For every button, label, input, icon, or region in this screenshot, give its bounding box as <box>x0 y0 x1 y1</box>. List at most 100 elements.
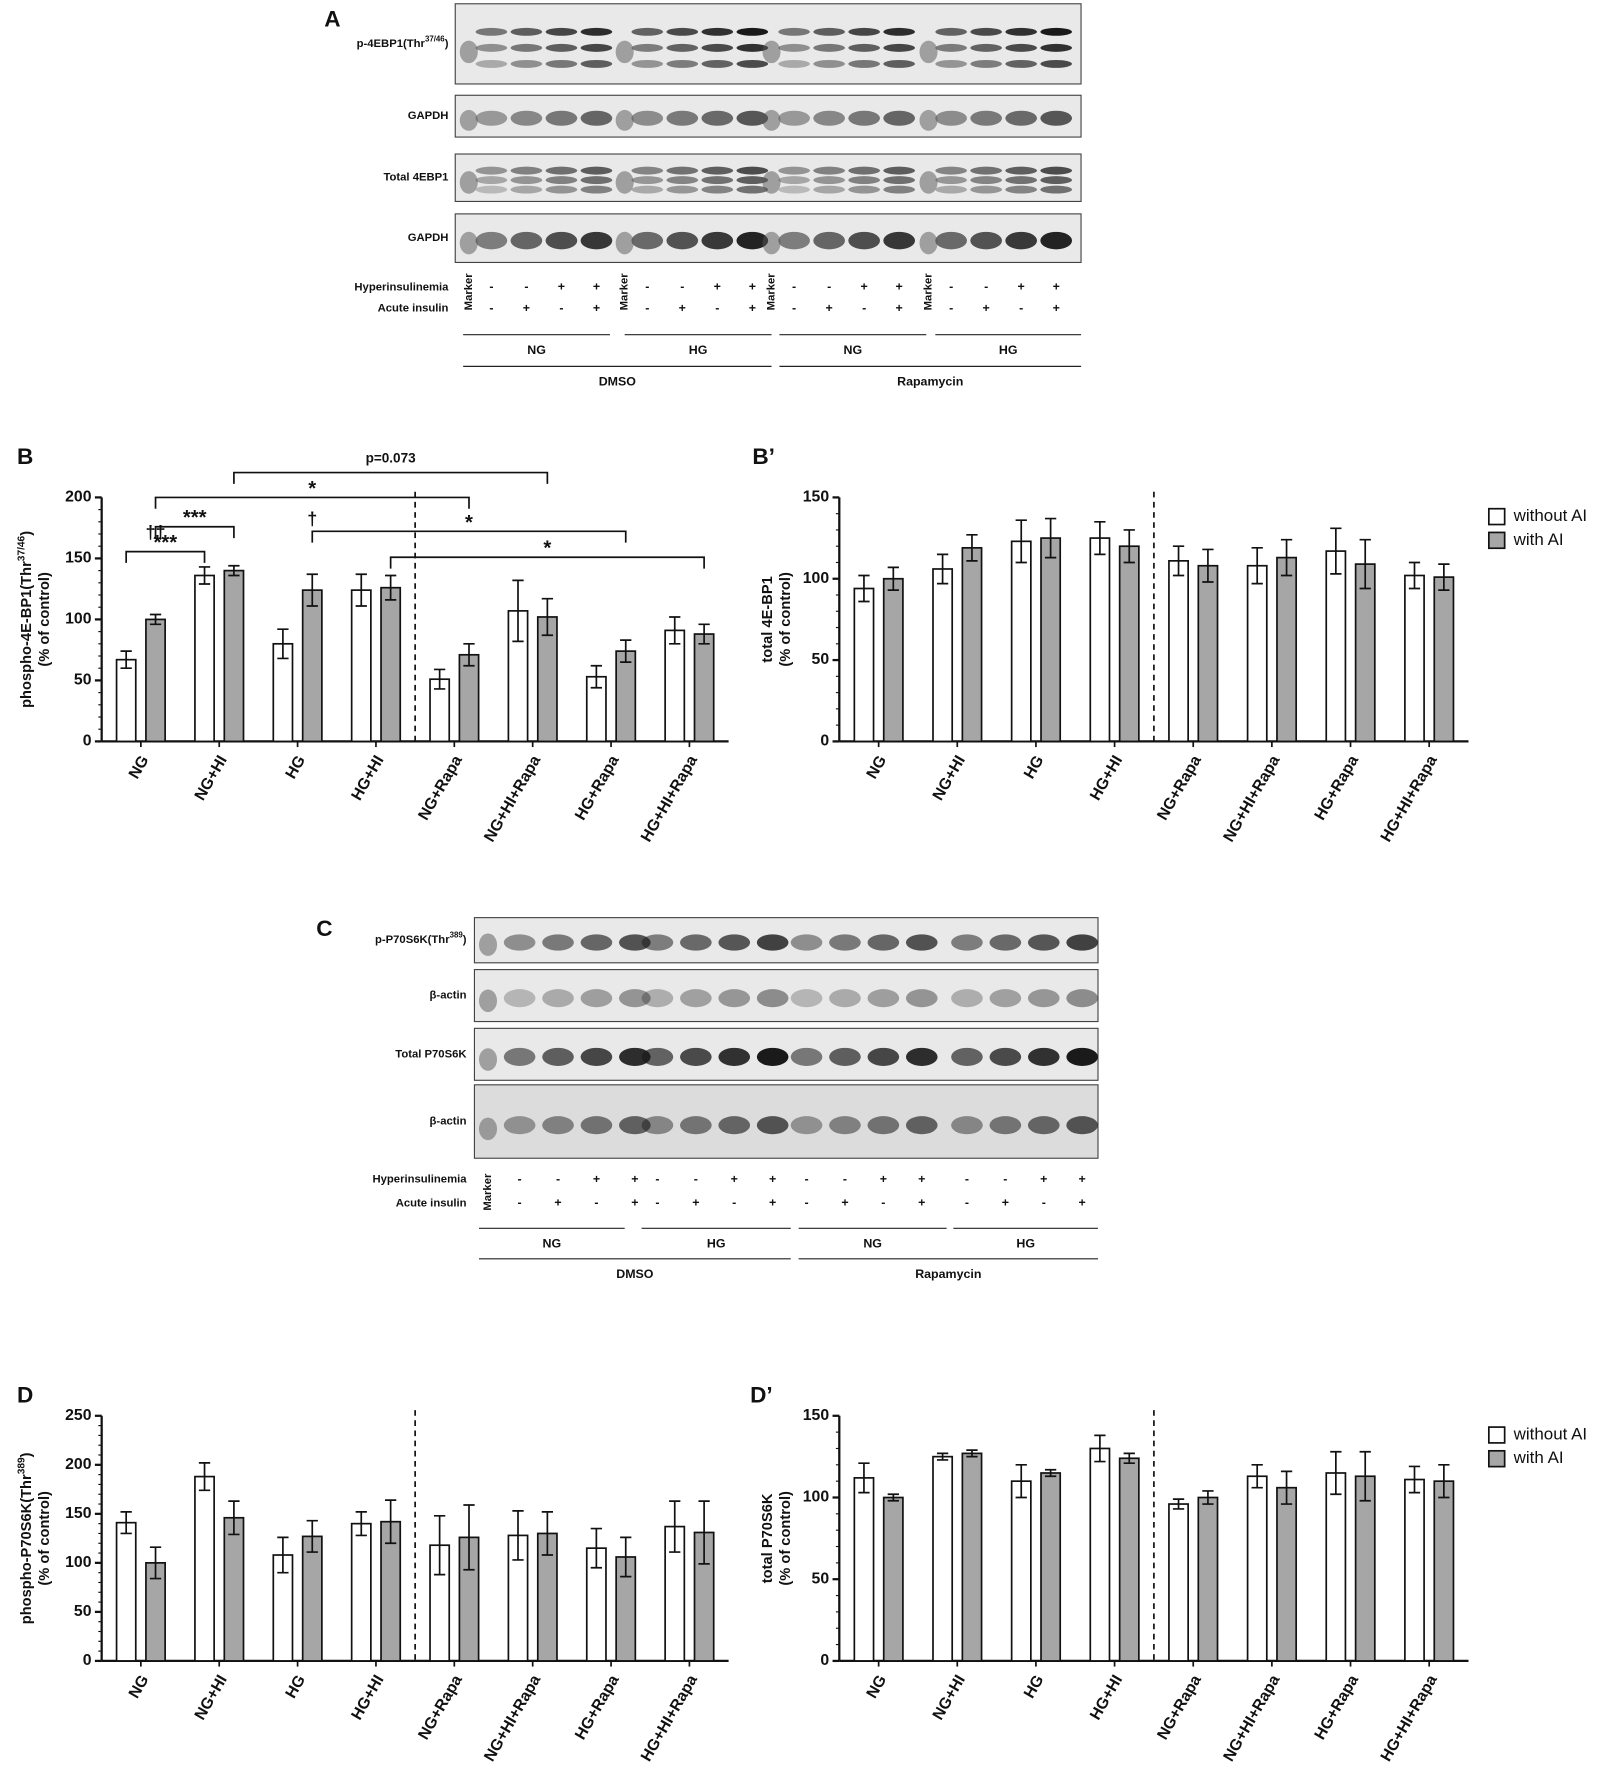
sign: + <box>679 301 686 315</box>
panel-letter: C <box>316 916 332 941</box>
error-bar <box>433 1514 446 1576</box>
y-tick-label: 50 <box>812 1570 830 1587</box>
blot-band <box>813 185 845 194</box>
bar <box>115 658 137 743</box>
blot-band <box>718 1047 751 1066</box>
significance-bracket <box>125 550 206 563</box>
error-bar <box>590 1527 603 1569</box>
error-bar <box>698 623 710 645</box>
blot-band <box>580 934 613 951</box>
blot-band <box>701 231 734 250</box>
blot-band <box>510 185 543 194</box>
blot-band <box>736 176 769 185</box>
blot-band <box>641 934 674 951</box>
blot-label-sup: 37/46 <box>425 34 445 43</box>
blot-band <box>848 176 880 185</box>
blot-band <box>813 166 845 175</box>
blot-band <box>970 231 1002 250</box>
group-label: HG <box>689 343 708 357</box>
sign: + <box>861 280 868 294</box>
blot-band <box>756 1116 789 1135</box>
sign: - <box>732 1196 736 1210</box>
blot-band <box>951 1116 983 1135</box>
blot-band <box>848 231 880 250</box>
blot-band <box>883 231 915 250</box>
y-tick-label: 250 <box>65 1407 92 1424</box>
blot-band <box>1005 59 1037 68</box>
blot-band <box>756 1047 789 1066</box>
blot-band <box>1027 989 1060 1008</box>
y-axis-label: (% of control) <box>778 1491 794 1586</box>
error-bar <box>306 1519 318 1553</box>
blot-band <box>970 43 1002 52</box>
bar <box>1089 537 1111 743</box>
y-tick-label: 200 <box>65 489 92 506</box>
condition-label: Hyperinsulinemia <box>372 1174 467 1186</box>
legend-swatch <box>1487 1449 1506 1468</box>
error-bar <box>198 1462 211 1492</box>
error-bar <box>620 639 632 663</box>
bar <box>1118 545 1140 743</box>
blot-band <box>867 989 900 1008</box>
blot-band <box>475 185 508 194</box>
blot-band <box>545 43 578 52</box>
sign: + <box>631 1172 638 1186</box>
x-tick-label: NG+Rapa <box>1154 753 1205 824</box>
sign: + <box>631 1196 638 1210</box>
blot-band <box>1040 110 1073 126</box>
blot-band <box>790 1116 823 1135</box>
bar <box>693 633 715 743</box>
blot-band <box>619 989 651 1008</box>
marker-band <box>919 40 938 64</box>
x-tick-label: NG <box>126 1672 153 1701</box>
sign: - <box>655 1196 659 1210</box>
blot-label-sup: 389 <box>450 931 464 940</box>
error-bar <box>512 579 524 643</box>
marker-label: Marker <box>923 273 935 311</box>
sign: + <box>983 301 990 315</box>
marker-band <box>762 40 781 64</box>
marker-band <box>919 231 938 255</box>
significance-label: † <box>307 509 317 529</box>
blot-band <box>935 176 967 185</box>
blot-band <box>503 989 536 1008</box>
sign: - <box>1042 1196 1046 1210</box>
bar <box>115 1521 137 1662</box>
x-tick-label: NG <box>864 1672 891 1701</box>
group-label: NG <box>863 1236 882 1250</box>
y-tick-label: 150 <box>803 489 830 506</box>
blot-band <box>883 110 915 126</box>
error-bar <box>1044 517 1057 559</box>
bar <box>301 589 323 743</box>
condition-label: Hyperinsulinemia <box>354 281 449 293</box>
y-tick-label: 50 <box>74 672 92 689</box>
blot-band <box>813 110 845 126</box>
marker-band <box>478 989 498 1013</box>
bar <box>932 568 954 743</box>
blot-band <box>813 27 845 36</box>
x-tick-label: HG+HI <box>1087 1672 1126 1723</box>
sign: + <box>918 1172 925 1186</box>
blot-label: p-4EBP1(Thr37/46) <box>357 34 449 49</box>
marker-band <box>615 231 634 255</box>
blot-band <box>580 1116 613 1135</box>
blot-band <box>580 59 613 68</box>
blot-band <box>989 934 1022 951</box>
sign: + <box>769 1196 776 1210</box>
blot-band <box>510 166 543 175</box>
blot-band <box>883 43 915 52</box>
x-tick-label: NG+Rapa <box>415 1672 466 1743</box>
marker-band <box>459 109 478 131</box>
bar <box>1246 564 1268 743</box>
x-tick-label: HG <box>1021 753 1048 782</box>
blot-band <box>701 110 734 126</box>
error-bar <box>306 573 318 607</box>
x-tick-label: NG+HI <box>192 1672 231 1723</box>
error-bar <box>1359 538 1371 590</box>
sign: - <box>984 280 988 294</box>
blot-band <box>989 1047 1022 1066</box>
marker-band <box>478 1117 498 1141</box>
bar <box>194 574 215 743</box>
error-bar <box>1094 520 1106 556</box>
blot-band <box>736 110 769 126</box>
